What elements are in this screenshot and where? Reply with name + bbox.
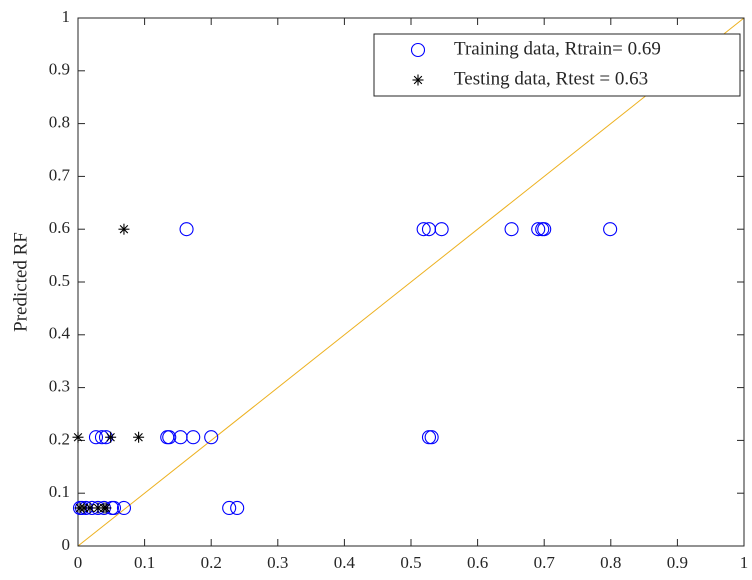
- point-stroke: [134, 432, 143, 442]
- y-tick-label: 0.4: [49, 324, 71, 343]
- y-tick-label: 0.7: [49, 165, 71, 184]
- point-stroke: [73, 432, 83, 442]
- point: [118, 223, 130, 235]
- point-stroke: [119, 224, 129, 234]
- x-tick-label: 0: [74, 553, 83, 572]
- point: [410, 42, 426, 58]
- point: [162, 430, 177, 445]
- point: [222, 500, 237, 516]
- y-axis-label: Predicted RF: [10, 232, 31, 332]
- point-stroke: [93, 503, 103, 513]
- x-tick-label: 0.4: [334, 553, 356, 572]
- y-tick-label: 0: [62, 535, 71, 554]
- legend-label: Training data, Rtrain= 0.69: [454, 38, 661, 59]
- y-tick-label: 0.8: [49, 113, 70, 132]
- y-tick-label: 0.9: [49, 60, 70, 79]
- legend-label: Testing data, Rtest = 0.63: [454, 68, 648, 89]
- point: [531, 222, 546, 237]
- point: [424, 430, 439, 445]
- plot-frame: [77, 17, 745, 547]
- point: [100, 502, 112, 514]
- x-tick-label: 0.1: [134, 553, 155, 572]
- point: [537, 222, 552, 237]
- point: [434, 222, 449, 237]
- point: [116, 500, 132, 516]
- point: [204, 430, 219, 445]
- point-stroke: [413, 75, 423, 85]
- point: [603, 222, 618, 237]
- point: [412, 74, 424, 86]
- point-stroke: [106, 432, 115, 442]
- y-tick-label: 0.2: [49, 429, 70, 448]
- y-tick-label: 0.6: [49, 218, 70, 237]
- x-tick-label: 0.3: [267, 553, 288, 572]
- x-tick-label: 1: [740, 553, 749, 572]
- x-tick-label: 0.2: [201, 553, 222, 572]
- point-stroke: [101, 503, 111, 513]
- point: [230, 500, 245, 516]
- y-tick-label: 0.1: [49, 482, 70, 501]
- y-tick-label: 0.5: [49, 271, 70, 290]
- point: [186, 430, 201, 445]
- x-tick-label: 0.7: [534, 553, 556, 572]
- point: [72, 431, 84, 443]
- x-tick-label: 0.9: [667, 553, 688, 572]
- point: [105, 431, 117, 443]
- y-tick-label: 1: [62, 7, 71, 26]
- point: [179, 222, 194, 237]
- x-tick-label: 0.6: [467, 553, 488, 572]
- point: [421, 430, 437, 445]
- point: [88, 430, 104, 445]
- y-tick-label: 0.3: [49, 377, 70, 396]
- point: [416, 222, 431, 237]
- identity-line: [77, 17, 745, 547]
- point: [133, 431, 145, 443]
- point-stroke: [79, 503, 89, 513]
- point-stroke: [85, 503, 95, 513]
- x-tick-label: 0.8: [600, 553, 621, 572]
- point: [92, 502, 104, 514]
- x-tick-label: 0.5: [400, 553, 421, 572]
- legend-box: [373, 33, 741, 97]
- point: [504, 222, 519, 237]
